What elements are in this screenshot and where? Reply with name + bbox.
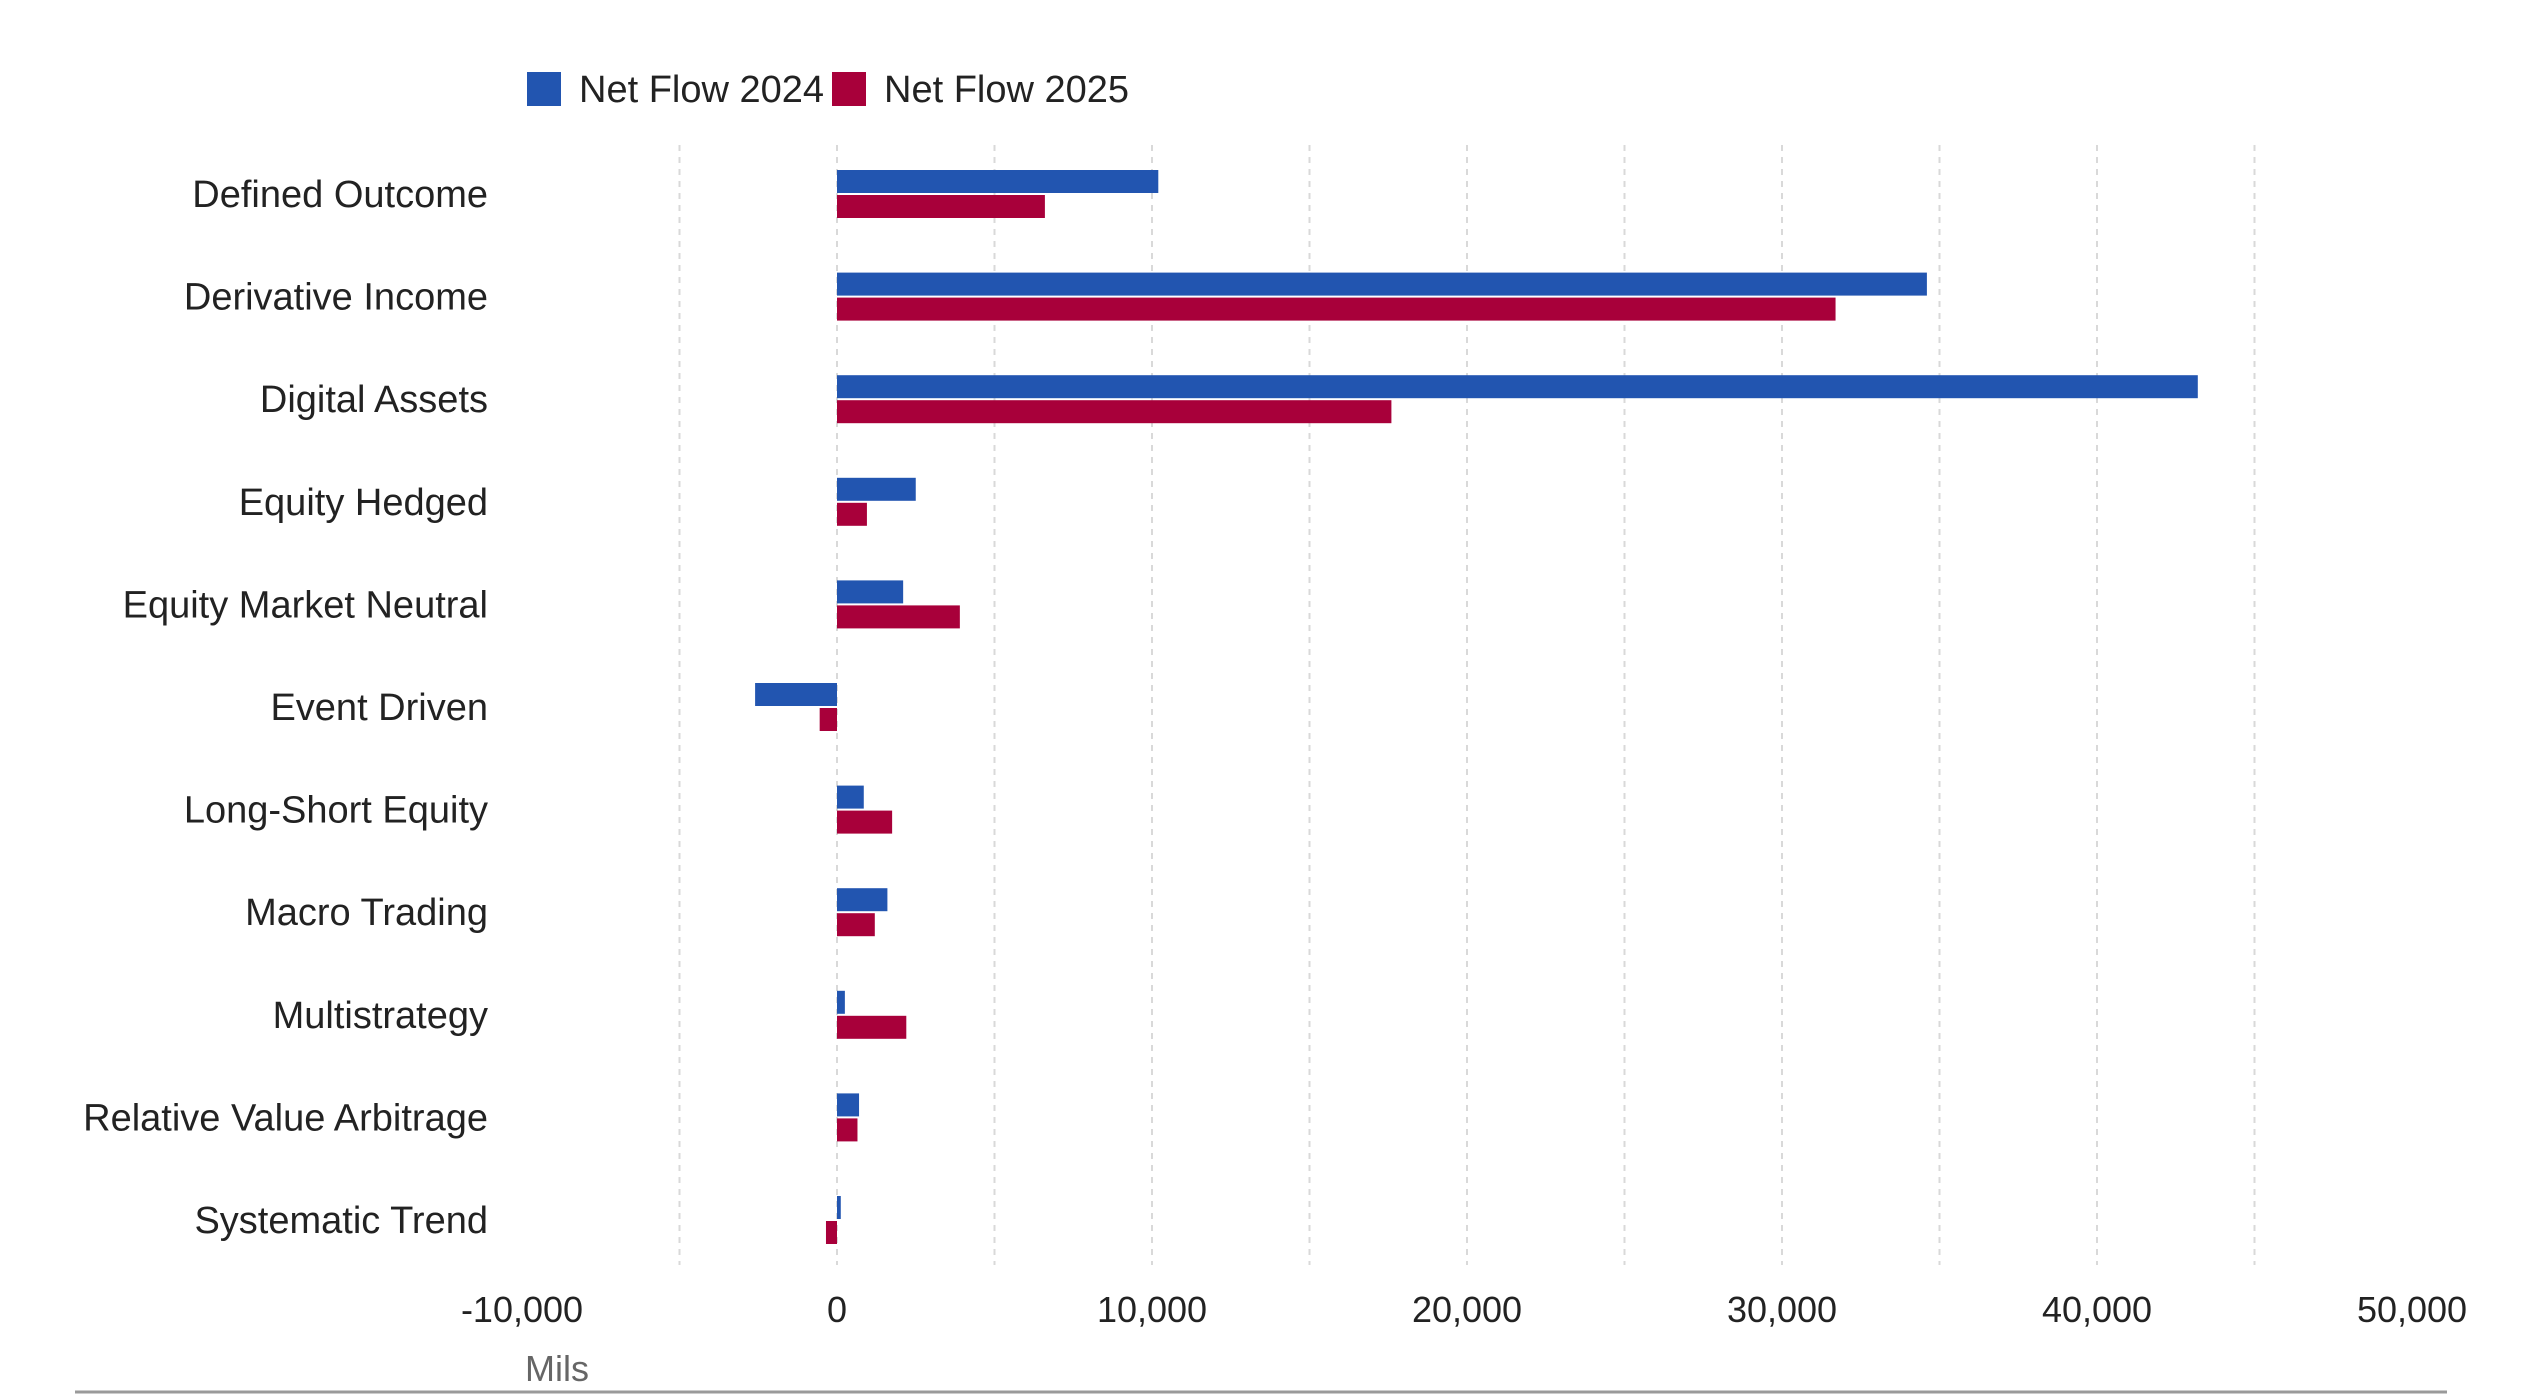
x-axis-unit-label: Mils xyxy=(525,1348,589,1389)
category-label: Systematic Trend xyxy=(194,1200,488,1242)
legend-label: Net Flow 2025 xyxy=(884,69,1129,111)
bar-2024 xyxy=(837,272,1927,296)
x-tick-label: 40,000 xyxy=(2042,1289,2152,1330)
category-label: Equity Market Neutral xyxy=(123,584,488,626)
bar-2025 xyxy=(819,708,837,731)
x-tick-label: 20,000 xyxy=(1412,1289,1522,1330)
bar-2025 xyxy=(837,297,1836,321)
x-tick-label: -10,000 xyxy=(461,1289,583,1330)
x-axis-ticks: -10,000 0 10,000 20,000 30,000 40,000 50,000 xyxy=(461,1289,2467,1330)
legend-swatch xyxy=(527,72,561,106)
x-tick-label: 0 xyxy=(827,1289,847,1330)
legend: Net Flow 2024 Net Flow 2025 xyxy=(527,69,1129,111)
bar-2025 xyxy=(837,1118,858,1142)
bar-2025 xyxy=(837,502,867,526)
bar-2025 xyxy=(837,195,1045,218)
bar-2024 xyxy=(837,170,1159,193)
bar-2024 xyxy=(837,888,888,912)
bar-2025 xyxy=(825,1221,837,1244)
bar-2024 xyxy=(837,785,864,809)
bars xyxy=(755,170,2198,1244)
category-label: Equity Hedged xyxy=(239,482,488,524)
legend-label: Net Flow 2024 xyxy=(579,69,824,111)
category-label: Long-Short Equity xyxy=(184,790,488,832)
category-label: Multistrategy xyxy=(273,995,488,1037)
bar-2025 xyxy=(837,913,875,937)
x-tick-label: 10,000 xyxy=(1097,1289,1207,1330)
bar-2025 xyxy=(837,1015,907,1039)
category-label: Relative Value Arbitrage xyxy=(83,1097,488,1139)
bar-2024 xyxy=(837,477,916,501)
x-tick-label: 50,000 xyxy=(2357,1289,2467,1330)
bar-2024 xyxy=(837,1093,860,1117)
category-label: Defined Outcome xyxy=(192,174,488,216)
bar-2024 xyxy=(837,990,845,1014)
category-labels: Defined Outcome Derivative Income Digital … xyxy=(83,174,488,1242)
bar-2024 xyxy=(837,580,904,604)
bar-2024 xyxy=(837,375,2198,399)
bar-2025 xyxy=(837,400,1392,424)
category-label: Derivative Income xyxy=(184,277,488,319)
bar-2024 xyxy=(837,1196,841,1219)
legend-swatch xyxy=(832,72,866,106)
category-label: Macro Trading xyxy=(245,892,488,934)
bar-2024 xyxy=(755,683,837,706)
category-label: Event Driven xyxy=(270,687,488,729)
bar-2025 xyxy=(837,605,960,629)
bar-2025 xyxy=(837,810,893,834)
category-label: Digital Assets xyxy=(260,379,488,421)
x-tick-label: 30,000 xyxy=(1727,1289,1837,1330)
